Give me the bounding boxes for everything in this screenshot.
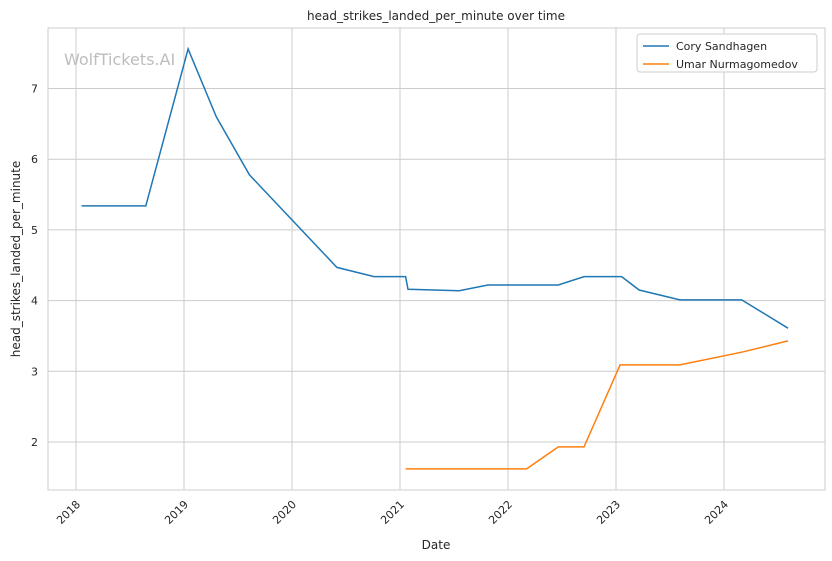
y-tick-label: 4 [31, 295, 38, 308]
legend: Cory Sandhagen Umar Nurmagomedov [636, 33, 818, 73]
y-tick-label: 7 [31, 83, 38, 96]
x-tick-label: 2019 [162, 498, 191, 527]
x-tick-label: 2024 [702, 498, 731, 527]
x-tick-label: 2018 [54, 498, 83, 527]
chart-title: head_strikes_landed_per_minute over time [307, 9, 565, 23]
y-tick-label: 6 [31, 153, 38, 166]
y-tick-label: 3 [31, 365, 38, 378]
watermark: WolfTickets.AI [64, 50, 175, 69]
series-line-cory-sandhagen [81, 46, 789, 329]
y-tick-label: 5 [31, 224, 38, 237]
x-tick-label: 2020 [270, 498, 299, 527]
series-line-umar-nurmagomedov [405, 340, 789, 470]
plot-frame [47, 27, 826, 491]
y-tick-label: 2 [31, 436, 38, 449]
x-tick-label: 2022 [486, 498, 515, 527]
x-tick-label: 2021 [378, 498, 407, 527]
legend-label: Umar Nurmagomedov [676, 58, 798, 71]
x-axis-label: Date [422, 538, 451, 552]
legend-label: Cory Sandhagen [676, 40, 767, 53]
x-tick-label: 2023 [594, 498, 623, 527]
y-axis-label: head_strikes_landed_per_minute [9, 161, 23, 358]
